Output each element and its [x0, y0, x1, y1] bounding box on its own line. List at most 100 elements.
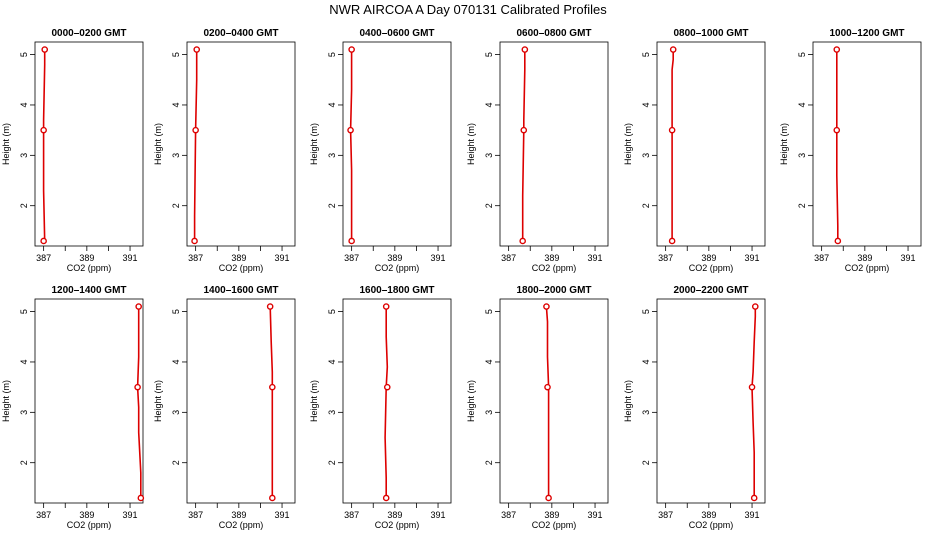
y-tick-label: 4 [19, 359, 29, 364]
y-tick-label: 2 [19, 203, 29, 208]
profile-marker [668, 126, 676, 134]
y-tick-label: 5 [327, 309, 337, 314]
profile-marker [750, 494, 758, 502]
plot-frame [499, 298, 609, 504]
y-tick-label: 4 [171, 359, 181, 364]
x-tick-label: 387 [36, 253, 51, 263]
x-tick-label: 391 [123, 253, 138, 263]
profile-line [545, 306, 550, 498]
y-tick-label: 4 [641, 359, 651, 364]
x-tick-label: 389 [857, 253, 872, 263]
profile-line [349, 49, 353, 241]
profile-marker [191, 237, 198, 245]
x-tick-label: 391 [275, 510, 290, 520]
panel-title: 0600–0800 GMT [516, 28, 591, 39]
y-tick-label: 2 [484, 203, 494, 208]
profile-marker [266, 303, 274, 310]
x-tick-label: 391 [123, 510, 138, 520]
x-axis-label: CO2 (ppm) [67, 520, 112, 530]
x-axis-label: CO2 (ppm) [219, 263, 264, 273]
plot-frame [342, 298, 452, 504]
profile-marker [382, 303, 390, 310]
y-tick-label: 3 [19, 410, 29, 415]
profile-marker [543, 303, 550, 310]
y-tick-label: 3 [171, 153, 181, 158]
y-axis-label: Height (m) [153, 123, 163, 165]
y-tick-label: 5 [171, 309, 181, 314]
x-tick-label: 389 [701, 510, 716, 520]
profile-marker [668, 237, 676, 245]
x-tick-label: 391 [588, 253, 603, 263]
profile-marker [348, 46, 355, 53]
plot-frame [812, 41, 922, 247]
profile-marker [382, 494, 390, 502]
y-tick-label: 3 [171, 410, 181, 415]
x-axis-label: CO2 (ppm) [219, 520, 264, 530]
x-axis-label: CO2 (ppm) [375, 520, 420, 530]
profile-marker [135, 303, 142, 310]
y-tick-label: 4 [327, 102, 337, 107]
profile-panel-4: 0800–1000 GMT 387 389 391 2 3 4 5 CO2 (ppm) Heigh… [623, 28, 766, 273]
x-axis-label: CO2 (ppm) [532, 263, 577, 273]
x-axis-label: CO2 (ppm) [532, 520, 577, 530]
profile-panel-3: 0600–0800 GMT 387 389 391 2 3 4 5 CO2 (ppm) Heigh… [466, 28, 609, 273]
plot-frame [186, 41, 296, 247]
y-tick-label: 2 [171, 460, 181, 465]
panel-title: 0800–1000 GMT [673, 28, 748, 39]
y-tick-label: 3 [19, 153, 29, 158]
y-tick-label: 2 [327, 203, 337, 208]
y-axis-label: Height (m) [623, 380, 633, 422]
x-tick-label: 391 [275, 253, 290, 263]
x-tick-label: 391 [431, 510, 446, 520]
y-tick-label: 2 [641, 460, 651, 465]
y-tick-label: 5 [19, 309, 29, 314]
y-axis-label: Height (m) [623, 123, 633, 165]
y-tick-label: 3 [641, 153, 651, 158]
panel-title: 2000–2200 GMT [673, 285, 748, 296]
profile-marker [545, 494, 552, 502]
y-axis-label: Height (m) [309, 380, 319, 422]
y-tick-label: 3 [327, 410, 337, 415]
x-tick-label: 387 [188, 253, 203, 263]
y-tick-label: 5 [641, 309, 651, 314]
y-tick-label: 3 [797, 153, 807, 158]
panel-title: 1400–1600 GMT [203, 285, 278, 296]
profile-marker [833, 126, 841, 134]
profile-marker [192, 126, 199, 134]
profile-panel-2: 0400–0600 GMT 387 389 391 2 3 4 5 CO2 (ppm) Heigh… [309, 28, 452, 273]
profile-panel-7: 1400–1600 GMT 387 389 391 2 3 4 5 CO2 (ppm) Heigh… [153, 285, 296, 530]
y-tick-label: 2 [19, 460, 29, 465]
profile-panel-5: 1000–1200 GMT 387 389 391 2 3 4 5 CO2 (ppm) Heigh… [779, 28, 922, 273]
y-tick-label: 2 [641, 203, 651, 208]
profile-panel-9: 1800–2000 GMT 387 389 391 2 3 4 5 CO2 (ppm) Heigh… [466, 285, 609, 530]
y-tick-label: 4 [484, 102, 494, 107]
y-axis-label: Height (m) [466, 123, 476, 165]
profile-line [384, 306, 389, 498]
y-axis-label: Height (m) [153, 380, 163, 422]
y-tick-label: 5 [327, 52, 337, 57]
y-tick-label: 4 [19, 102, 29, 107]
x-axis-label: CO2 (ppm) [845, 263, 890, 273]
x-tick-label: 387 [344, 253, 359, 263]
page-title: NWR AIRCOA A Day 070131 Calibrated Profi… [329, 2, 607, 17]
y-tick-label: 3 [641, 410, 651, 415]
panel-title: 1600–1800 GMT [359, 285, 434, 296]
profile-line [835, 49, 839, 241]
profile-panel-1: 0200–0400 GMT 387 389 391 2 3 4 5 CO2 (ppm) Heigh… [153, 28, 296, 273]
y-axis-label: Height (m) [466, 380, 476, 422]
x-tick-label: 389 [544, 510, 559, 520]
y-tick-label: 2 [327, 460, 337, 465]
profile-marker [40, 237, 47, 245]
profile-marker [519, 237, 526, 245]
profile-line [671, 49, 675, 241]
plot-frame [34, 298, 144, 504]
panel-title: 1200–1400 GMT [51, 285, 126, 296]
y-tick-label: 3 [484, 410, 494, 415]
profile-marker [347, 126, 354, 134]
profile-line [193, 49, 198, 241]
x-tick-label: 387 [658, 253, 673, 263]
y-tick-label: 5 [171, 52, 181, 57]
x-axis-label: CO2 (ppm) [67, 263, 112, 273]
x-tick-label: 389 [231, 510, 246, 520]
